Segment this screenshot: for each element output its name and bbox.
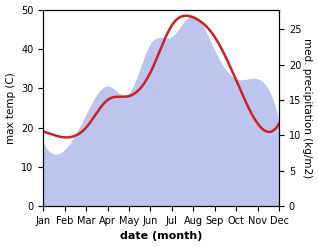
X-axis label: date (month): date (month) xyxy=(120,231,202,242)
Y-axis label: max temp (C): max temp (C) xyxy=(5,72,16,144)
Y-axis label: med. precipitation (kg/m2): med. precipitation (kg/m2) xyxy=(302,38,313,178)
